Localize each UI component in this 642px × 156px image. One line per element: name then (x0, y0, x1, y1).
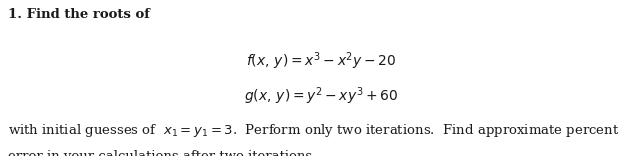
Text: error in your calculations after two iterations.: error in your calculations after two ite… (8, 150, 317, 156)
Text: $g(x,\, y) = y^2 - xy^3 + 60$: $g(x,\, y) = y^2 - xy^3 + 60$ (244, 86, 398, 107)
Text: 1. Find the roots of: 1. Find the roots of (8, 8, 150, 21)
Text: $f(x,\, y) = x^3 - x^2y - 20$: $f(x,\, y) = x^3 - x^2y - 20$ (246, 50, 396, 71)
Text: with initial guesses of  $x_1 = y_1 = 3$.  Perform only two iterations.  Find ap: with initial guesses of $x_1 = y_1 = 3$.… (8, 122, 620, 139)
